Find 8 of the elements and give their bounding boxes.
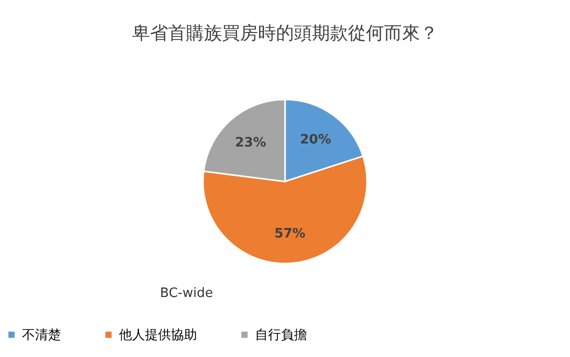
data-label: 20% [300, 132, 332, 148]
data-label: 57% [274, 226, 306, 242]
chart-title: 卑省首購族買房時的頭期款從何而來？ [132, 23, 438, 44]
text: BC-wide [160, 286, 213, 301]
legend-label: 他人提供協助 [119, 328, 197, 343]
data-label: 23% [235, 135, 266, 150]
legend-label: 自行負擔 [255, 328, 307, 343]
legend-label: 不清楚 [22, 328, 61, 343]
